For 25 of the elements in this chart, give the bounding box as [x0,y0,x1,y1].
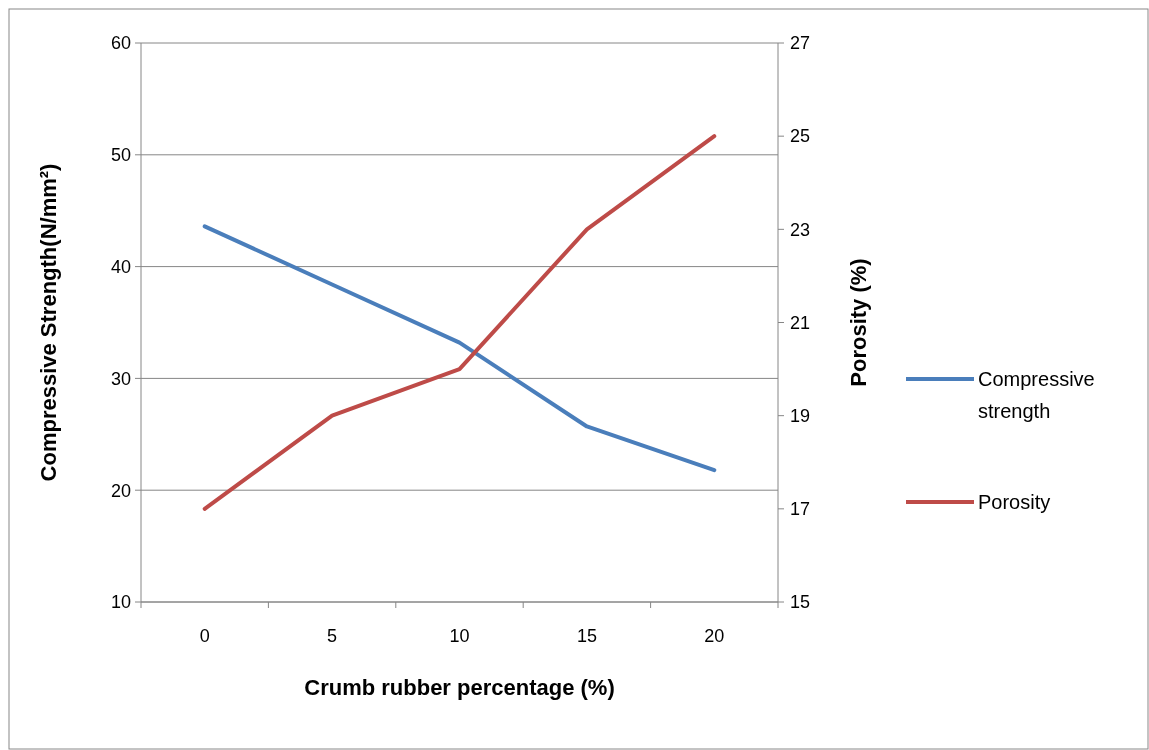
x-axis-title: Crumb rubber percentage (%) [304,675,615,700]
y2-tick-label: 25 [790,126,811,147]
y-tick-label: 50 [110,145,131,166]
y-tick-label: 30 [110,368,131,389]
y2-tick-label: 15 [790,592,811,613]
legend-label: Compressive strength [978,368,1095,422]
legend-label: Porosity [978,491,1051,513]
y2-tick-label: 23 [790,219,811,240]
y2-tick-label: 19 [790,405,811,426]
y-axis-title: Compressive Strength(N/mm²) [36,163,61,482]
y2-axis-title: Porosity (%) [846,258,871,387]
y-tick-label: 40 [110,256,131,277]
y2-tick-label: 17 [790,499,811,520]
x-tick-label: 15 [576,626,597,646]
y2-tick-label: 21 [790,312,811,333]
y2-tick-label: 27 [790,33,811,54]
x-tick-label: 10 [449,626,470,646]
y-tick-label: 20 [110,480,131,501]
y-tick-label: 60 [110,33,131,54]
line-series [202,134,717,511]
x-tick-label: 5 [327,626,338,646]
x-tick-label: 0 [199,626,210,646]
y-tick-label: 10 [110,592,131,613]
line-series [202,224,717,473]
x-tick-label: 20 [704,626,725,646]
